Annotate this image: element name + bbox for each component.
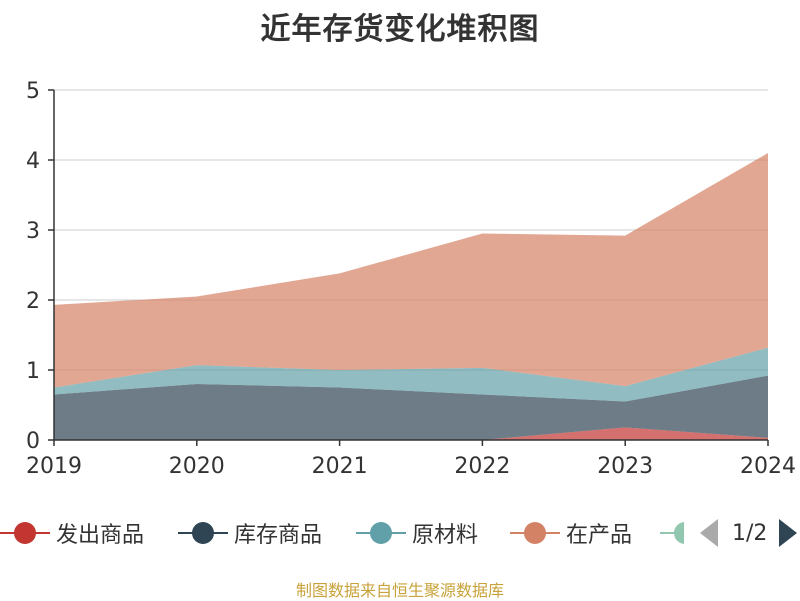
legend-item-1[interactable]: 库存商品 xyxy=(178,513,322,553)
legend-label-3: 在产品 xyxy=(566,523,633,548)
legend-label-0: 发出商品 xyxy=(56,523,145,548)
x-tick-label-2022: 2022 xyxy=(454,454,510,479)
chart-title: 近年存货变化堆积图 xyxy=(260,12,540,47)
legend-label-1: 库存商品 xyxy=(234,523,323,548)
area-series-2[interactable] xyxy=(54,347,768,402)
legend-item-2[interactable]: 原材料 xyxy=(356,513,478,553)
prev-page-icon[interactable] xyxy=(700,519,718,547)
legend-pager: 1/2 xyxy=(700,513,798,553)
area-series-3[interactable] xyxy=(54,153,768,388)
x-tick-label-2019: 2019 xyxy=(26,454,82,479)
page-indicator: 1/2 xyxy=(732,520,768,546)
legend-item-3[interactable]: 在产品 xyxy=(510,513,632,553)
x-tick-label-2024: 2024 xyxy=(740,454,796,479)
y-tick-label-3: 3 xyxy=(26,219,40,244)
next-page-icon[interactable] xyxy=(779,519,798,547)
source-note: 制图数据来自恒生聚源数据库 xyxy=(295,581,504,600)
legend-item-0[interactable]: 发出商品 xyxy=(0,513,144,553)
legend-swatch-0 xyxy=(0,513,50,553)
y-tick-label-5: 5 xyxy=(26,79,40,104)
legend: 发出商品 库存商品 原材料 在产品 xyxy=(0,513,800,553)
y-tick-label-2: 2 xyxy=(26,289,40,314)
area-series-1[interactable] xyxy=(54,375,768,440)
x-tick-label-2023: 2023 xyxy=(597,454,653,479)
y-tick-label-0: 0 xyxy=(26,429,40,454)
legend-swatch-4 xyxy=(660,513,684,553)
legend-swatch-1 xyxy=(178,513,228,553)
legend-swatch-3 xyxy=(510,513,560,553)
area-series-0[interactable] xyxy=(54,427,768,440)
y-tick-label-1: 1 xyxy=(26,359,40,384)
y-tick-label-4: 4 xyxy=(26,149,40,174)
x-tick-label-2020: 2020 xyxy=(169,454,225,479)
legend-label-2: 原材料 xyxy=(412,523,479,548)
legend-item-4[interactable] xyxy=(660,513,684,553)
legend-swatch-2 xyxy=(356,513,406,553)
x-tick-label-2021: 2021 xyxy=(312,454,368,479)
